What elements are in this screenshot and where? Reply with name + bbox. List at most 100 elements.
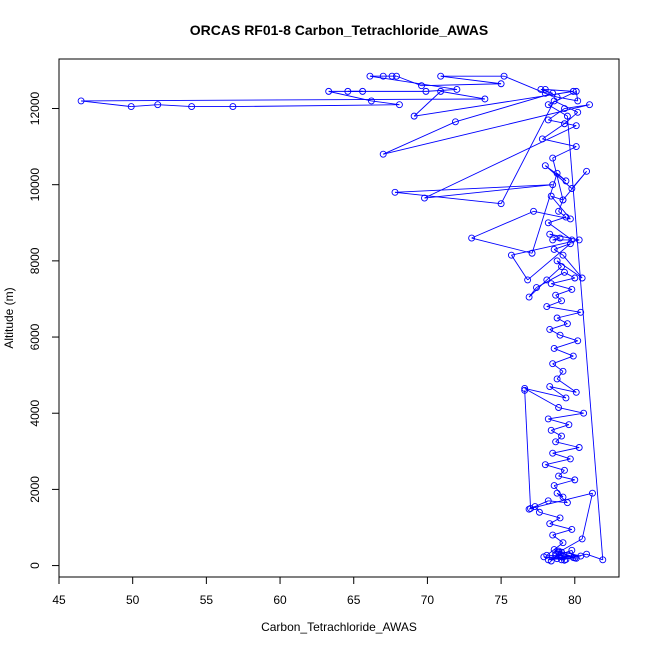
series-segment xyxy=(440,75,502,85)
series-segment xyxy=(549,517,561,525)
data-point xyxy=(559,251,567,259)
data-point xyxy=(528,249,536,257)
series-segment xyxy=(548,412,584,420)
data-point xyxy=(521,385,529,392)
data-point xyxy=(541,461,549,469)
series-segment xyxy=(556,311,581,319)
data-point xyxy=(599,556,607,564)
data-point xyxy=(395,101,403,109)
data-point xyxy=(481,95,489,103)
series-segment xyxy=(556,371,564,380)
series-segment xyxy=(524,390,532,509)
data-point xyxy=(559,196,567,204)
data-point xyxy=(577,552,585,560)
x-tick-label: 65 xyxy=(347,593,361,607)
series-segment xyxy=(550,195,571,220)
x-tick-label: 75 xyxy=(494,593,508,607)
series-segment xyxy=(528,279,548,298)
series-segment xyxy=(511,254,529,281)
data-point xyxy=(546,520,554,528)
data-point xyxy=(544,116,552,124)
data-point xyxy=(568,236,576,244)
data-point xyxy=(571,554,579,562)
data-point xyxy=(555,404,563,411)
series-segment xyxy=(552,157,564,201)
data-point xyxy=(555,207,563,215)
data-point xyxy=(550,245,558,253)
series-segment xyxy=(556,378,577,393)
y-tick-label: 6000 xyxy=(28,323,42,350)
series-segment xyxy=(556,317,568,325)
x-tick-label: 55 xyxy=(200,593,214,607)
data-point xyxy=(77,97,85,105)
data-point xyxy=(583,550,591,558)
data-point xyxy=(391,188,399,196)
series-segment xyxy=(81,98,485,102)
series-segment xyxy=(555,441,580,448)
data-point xyxy=(421,194,428,202)
data-point xyxy=(549,181,557,189)
series-segment xyxy=(562,254,583,279)
data-point xyxy=(453,86,461,93)
data-point xyxy=(549,449,557,457)
data-point xyxy=(541,162,549,170)
data-point xyxy=(578,535,586,543)
data-point xyxy=(574,108,582,116)
series-segment xyxy=(545,165,573,189)
series-segment xyxy=(471,210,534,239)
data-point xyxy=(559,539,567,547)
data-point xyxy=(568,185,576,192)
data-point xyxy=(563,112,571,120)
data-point xyxy=(568,525,576,533)
series-segment xyxy=(581,493,593,540)
data-point xyxy=(437,72,445,80)
series-segment xyxy=(530,492,593,509)
data-point xyxy=(451,118,459,126)
data-point xyxy=(553,375,561,383)
series-segment xyxy=(394,184,553,193)
series-segment xyxy=(548,119,577,127)
series-segment xyxy=(524,388,567,399)
series-segment xyxy=(553,485,564,498)
data-point xyxy=(393,72,400,80)
series-segment xyxy=(548,418,570,426)
data-point xyxy=(547,426,555,434)
data-point xyxy=(344,87,352,95)
data-point xyxy=(569,87,577,95)
data-point xyxy=(550,345,558,352)
series-segment xyxy=(557,96,578,102)
data-point xyxy=(229,103,237,111)
series-segment xyxy=(540,89,553,94)
data-point xyxy=(572,143,580,151)
series-segment xyxy=(531,173,558,254)
data-point xyxy=(565,421,573,429)
data-point xyxy=(546,383,554,391)
data-point xyxy=(553,314,561,322)
data-point xyxy=(410,112,418,120)
data-point xyxy=(574,337,582,345)
data-point xyxy=(559,367,567,375)
data-point xyxy=(549,154,557,162)
y-tick-label: 0 xyxy=(28,562,42,569)
data-point xyxy=(541,89,549,97)
data-point xyxy=(524,276,532,284)
data-point xyxy=(566,215,574,223)
series-segment xyxy=(455,92,553,123)
data-point xyxy=(556,234,564,242)
data-point xyxy=(572,388,580,396)
series-segment xyxy=(549,386,577,393)
series-segment xyxy=(131,104,158,108)
data-point xyxy=(507,251,515,259)
data-point xyxy=(558,548,565,556)
data-point xyxy=(543,551,551,559)
series-segment xyxy=(157,104,192,108)
data-point xyxy=(569,352,577,360)
data-point xyxy=(549,531,557,539)
data-point xyxy=(154,101,162,109)
series-segment xyxy=(558,199,564,212)
data-point xyxy=(537,86,545,93)
data-point xyxy=(367,97,375,105)
data-point xyxy=(468,234,476,242)
data-point xyxy=(572,87,580,95)
